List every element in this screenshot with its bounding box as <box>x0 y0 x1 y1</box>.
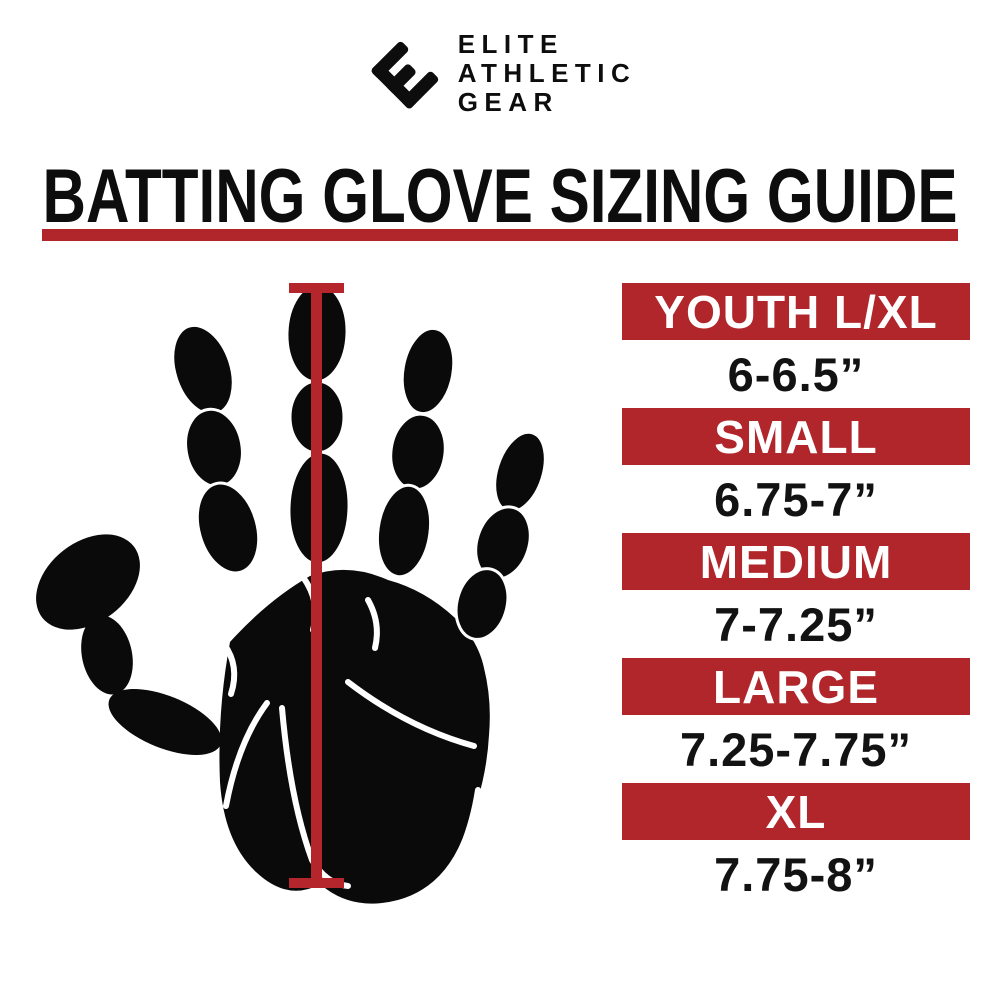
size-range: 7.25-7.75” <box>679 722 913 776</box>
size-range: 7.75-8” <box>714 847 878 901</box>
size-label: XL <box>765 785 827 838</box>
size-range-large: 7.25-7.75” <box>622 715 970 783</box>
brand-logo: ELITE ATHLETIC GEAR <box>0 30 1000 117</box>
size-label: YOUTH L/XL <box>654 285 938 338</box>
size-range-youth: 6-6.5” <box>622 340 970 408</box>
brand-line-3: GEAR <box>457 87 559 117</box>
brand-line-2: ATHLETIC <box>457 58 637 88</box>
size-banner-xl: XL <box>622 783 970 840</box>
size-label: SMALL <box>714 410 878 463</box>
size-range-medium: 7-7.25” <box>622 590 970 658</box>
size-banner-large: LARGE <box>622 658 970 715</box>
size-banner-youth: YOUTH L/XL <box>622 283 970 340</box>
size-banner-small: SMALL <box>622 408 970 465</box>
size-banner-medium: MEDIUM <box>622 533 970 590</box>
size-range-xl: 7.75-8” <box>622 840 970 908</box>
size-label: MEDIUM <box>699 535 893 588</box>
page-title: BATTING GLOVE SIZING GUIDE <box>43 154 958 230</box>
size-row-medium: MEDIUM 7-7.25” <box>622 533 970 658</box>
brand-logo-icon <box>371 41 438 108</box>
size-range: 6-6.5” <box>727 347 865 401</box>
ring-finger <box>375 326 456 579</box>
size-range: 7-7.25” <box>714 597 878 651</box>
palm-shape <box>219 569 490 904</box>
index-finger <box>171 323 261 575</box>
size-range-small: 6.75-7” <box>622 465 970 533</box>
title-underline <box>42 229 958 241</box>
size-row-large: LARGE 7.25-7.75” <box>622 658 970 783</box>
measurement-line-icon <box>289 283 344 888</box>
size-table: YOUTH L/XL 6-6.5” SMALL 6.75-7” MEDIUM 7… <box>622 283 970 908</box>
size-row-xl: XL 7.75-8” <box>622 783 970 908</box>
pinky-finger <box>454 430 547 641</box>
brand-wordmark: ELITE ATHLETIC GEAR <box>458 30 637 117</box>
page-title-wrap: BATTING GLOVE SIZING GUIDE <box>43 154 958 230</box>
size-row-youth: YOUTH L/XL 6-6.5” <box>622 283 970 408</box>
size-row-small: SMALL 6.75-7” <box>622 408 970 533</box>
brand-line-1: ELITE <box>457 29 564 59</box>
thumb <box>36 534 222 755</box>
size-label: LARGE <box>713 660 879 713</box>
hand-silhouette <box>36 282 547 904</box>
size-range: 6.75-7” <box>714 472 878 526</box>
